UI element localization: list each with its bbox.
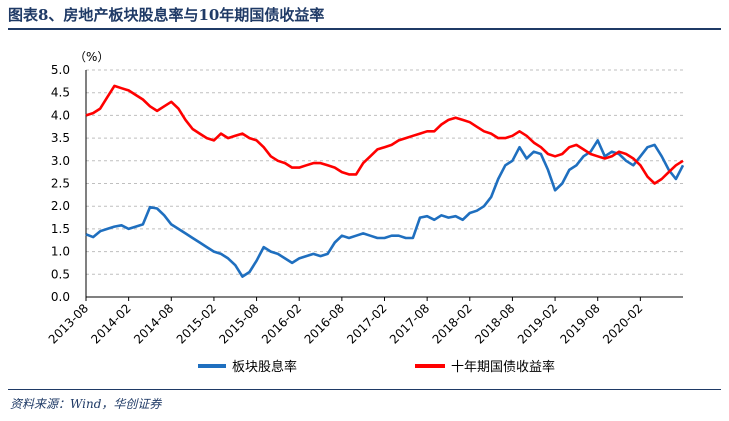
y-tick-label: 4.0 — [51, 108, 70, 122]
x-tick-label: 2016-08 — [302, 301, 347, 346]
x-tick-label: 2017-08 — [387, 301, 432, 346]
x-tick-label: 2016-02 — [259, 301, 304, 346]
title-rule — [8, 28, 721, 30]
x-tick-label: 2020-02 — [600, 301, 645, 346]
y-tick-label: 5.0 — [51, 63, 70, 77]
source-note: 资料来源：Wind，华创证券 — [10, 397, 162, 411]
x-tick-label: 2015-02 — [174, 301, 219, 346]
x-axis: 2013-082014-022014-082015-022015-082016-… — [46, 296, 683, 347]
series-dividend-yield-line — [85, 139, 685, 278]
y-tick-label: 3.0 — [51, 154, 70, 168]
y-tick-label: 2.5 — [51, 177, 70, 191]
line-chart: 0.0 0.5 1.0 1.5 2.0 2.5 3.0 3.5 4.0 4.5 5.0 2013-0… — [46, 50, 685, 375]
legend-label-1: 板块股息率 — [232, 359, 297, 375]
series-lines — [85, 84, 685, 278]
legend: 板块股息率 十年期国债收益率 — [198, 359, 555, 375]
y-tick-label: 3.5 — [51, 131, 70, 145]
x-tick-label: 2019-08 — [557, 301, 602, 346]
series-treasury-yield-line — [85, 84, 684, 185]
x-tick-label: 2019-02 — [515, 301, 560, 346]
legend-label-2: 十年期国债收益率 — [451, 359, 555, 375]
y-tick-label: 1.0 — [51, 245, 70, 259]
y-axis-label: （%） — [74, 50, 109, 64]
y-tick-label: 1.5 — [51, 222, 70, 236]
x-tick-label: 2013-08 — [46, 301, 91, 346]
y-tick-label: 0.0 — [51, 290, 70, 304]
x-tick-label: 2018-02 — [430, 301, 475, 346]
y-tick-label: 2.0 — [51, 199, 70, 213]
y-tick-label: 0.5 — [51, 267, 70, 281]
y-tick-label: 4.5 — [51, 86, 70, 100]
x-tick-label: 2014-08 — [131, 301, 176, 346]
figure-title: 图表8、房地产板块股息率与10年期国债收益率 — [8, 6, 325, 24]
x-tick-label: 2017-02 — [344, 301, 389, 346]
grid-lines — [86, 69, 683, 275]
y-axis: 0.0 0.5 1.0 1.5 2.0 2.5 3.0 3.5 4.0 4.5 5.0 — [51, 63, 87, 304]
x-tick-label: 2018-08 — [472, 301, 517, 346]
x-tick-label: 2015-08 — [216, 301, 261, 346]
source-rule — [8, 389, 721, 390]
x-tick-label: 2014-02 — [88, 301, 133, 346]
